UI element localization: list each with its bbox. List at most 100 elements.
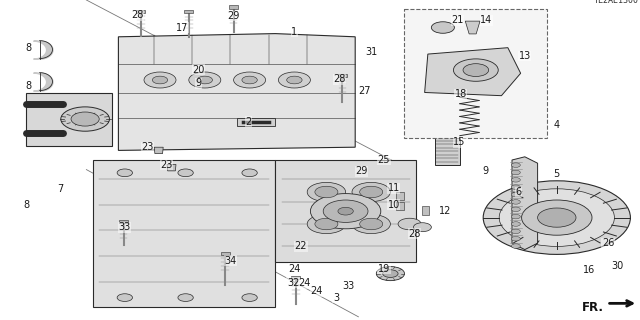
Polygon shape bbox=[512, 157, 538, 250]
Polygon shape bbox=[26, 93, 112, 146]
Text: 29: 29 bbox=[355, 166, 368, 176]
Circle shape bbox=[117, 294, 132, 301]
Circle shape bbox=[315, 186, 338, 198]
Circle shape bbox=[463, 64, 489, 76]
Text: 13: 13 bbox=[518, 51, 531, 61]
Text: 2: 2 bbox=[245, 116, 252, 127]
Text: 9: 9 bbox=[482, 166, 488, 176]
Text: 19: 19 bbox=[378, 264, 390, 274]
Circle shape bbox=[242, 76, 257, 84]
Circle shape bbox=[511, 185, 520, 189]
Circle shape bbox=[431, 22, 454, 33]
Circle shape bbox=[383, 270, 398, 277]
Text: 8: 8 bbox=[26, 43, 32, 53]
Text: 26: 26 bbox=[602, 238, 614, 248]
Circle shape bbox=[315, 218, 338, 230]
Text: 29: 29 bbox=[227, 11, 240, 21]
Circle shape bbox=[511, 192, 520, 197]
Text: 16: 16 bbox=[582, 265, 595, 276]
Circle shape bbox=[189, 72, 221, 88]
Polygon shape bbox=[425, 48, 521, 96]
Text: 28: 28 bbox=[333, 74, 346, 84]
Bar bbox=[435, 134, 460, 165]
Circle shape bbox=[178, 169, 193, 177]
Text: 25: 25 bbox=[378, 155, 390, 165]
Circle shape bbox=[511, 163, 520, 167]
Text: 17: 17 bbox=[176, 23, 189, 33]
Circle shape bbox=[117, 169, 132, 177]
Polygon shape bbox=[405, 52, 414, 55]
Circle shape bbox=[511, 207, 520, 212]
Text: 20: 20 bbox=[192, 65, 205, 75]
Text: 27: 27 bbox=[358, 86, 371, 96]
Circle shape bbox=[376, 267, 404, 281]
Text: 24: 24 bbox=[288, 264, 301, 274]
Circle shape bbox=[287, 76, 302, 84]
Circle shape bbox=[511, 170, 520, 175]
Circle shape bbox=[307, 182, 346, 202]
Text: 9: 9 bbox=[195, 78, 202, 88]
Text: 15: 15 bbox=[453, 137, 466, 148]
Text: 10: 10 bbox=[387, 200, 400, 210]
Text: 12: 12 bbox=[438, 206, 451, 216]
Polygon shape bbox=[154, 147, 163, 154]
Text: 8: 8 bbox=[26, 81, 32, 92]
Circle shape bbox=[499, 189, 614, 246]
Text: 7: 7 bbox=[58, 184, 64, 194]
Circle shape bbox=[323, 200, 368, 222]
Circle shape bbox=[178, 294, 193, 301]
Polygon shape bbox=[136, 10, 145, 13]
Circle shape bbox=[310, 194, 381, 229]
Text: 6: 6 bbox=[515, 187, 522, 197]
Polygon shape bbox=[396, 192, 404, 200]
Text: 33: 33 bbox=[342, 281, 355, 292]
Polygon shape bbox=[237, 118, 275, 126]
Polygon shape bbox=[167, 164, 176, 171]
Circle shape bbox=[522, 200, 592, 235]
Polygon shape bbox=[291, 276, 300, 279]
Text: 4: 4 bbox=[554, 120, 560, 130]
Text: TL2AE1300: TL2AE1300 bbox=[594, 0, 639, 5]
Polygon shape bbox=[221, 252, 230, 255]
Circle shape bbox=[352, 182, 390, 202]
Text: 11: 11 bbox=[387, 183, 400, 193]
Circle shape bbox=[71, 112, 99, 126]
Text: FR.: FR. bbox=[582, 301, 604, 315]
Circle shape bbox=[234, 72, 266, 88]
Circle shape bbox=[511, 229, 520, 234]
Polygon shape bbox=[184, 10, 193, 13]
Circle shape bbox=[360, 218, 383, 230]
Text: 28: 28 bbox=[131, 10, 144, 20]
Text: 22: 22 bbox=[294, 241, 307, 252]
Text: 3: 3 bbox=[333, 292, 339, 303]
Circle shape bbox=[511, 244, 520, 248]
Circle shape bbox=[511, 178, 520, 182]
Text: 28: 28 bbox=[408, 228, 421, 239]
Circle shape bbox=[242, 294, 257, 301]
Circle shape bbox=[307, 214, 346, 234]
Circle shape bbox=[538, 208, 576, 227]
Text: 21: 21 bbox=[451, 15, 464, 25]
Circle shape bbox=[144, 72, 176, 88]
Circle shape bbox=[338, 207, 353, 215]
Text: 24: 24 bbox=[310, 286, 323, 296]
Circle shape bbox=[360, 186, 383, 198]
Polygon shape bbox=[229, 5, 238, 9]
Text: 31: 31 bbox=[365, 47, 378, 57]
Polygon shape bbox=[465, 21, 480, 34]
Polygon shape bbox=[338, 74, 347, 77]
Text: 18: 18 bbox=[454, 89, 467, 100]
Text: 34: 34 bbox=[224, 256, 237, 266]
Polygon shape bbox=[396, 202, 404, 210]
Circle shape bbox=[483, 181, 630, 254]
Text: 23: 23 bbox=[160, 160, 173, 170]
Polygon shape bbox=[119, 220, 128, 223]
Text: 30: 30 bbox=[611, 260, 624, 271]
Circle shape bbox=[242, 169, 257, 177]
Text: 8: 8 bbox=[24, 200, 30, 210]
Circle shape bbox=[413, 223, 431, 232]
Bar bbox=[434, 133, 461, 136]
Text: 23: 23 bbox=[141, 142, 154, 152]
Polygon shape bbox=[422, 206, 429, 215]
Circle shape bbox=[511, 236, 520, 241]
